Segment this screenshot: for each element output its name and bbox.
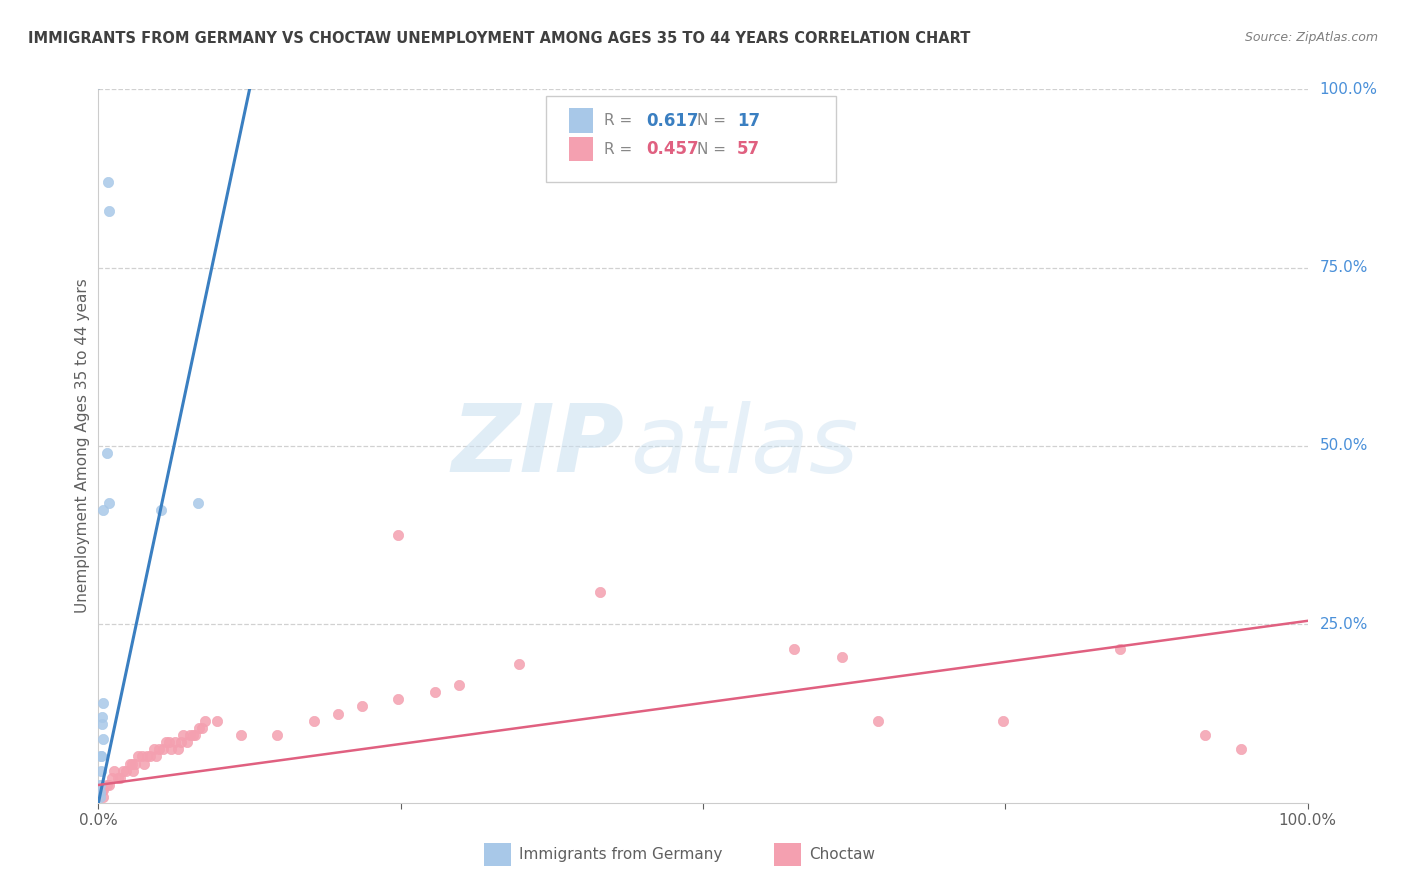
- Point: [181, 728, 204, 742]
- Point: [205, 714, 228, 728]
- Point: [194, 714, 217, 728]
- Point: [103, 764, 125, 778]
- Point: [508, 657, 530, 671]
- Text: Source: ZipAtlas.com: Source: ZipAtlas.com: [1244, 31, 1378, 45]
- Point: [1230, 742, 1253, 756]
- Point: [148, 742, 170, 756]
- Point: [229, 728, 252, 742]
- Point: [187, 721, 209, 735]
- Point: [184, 728, 207, 742]
- Point: [179, 728, 201, 742]
- Text: 25.0%: 25.0%: [1320, 617, 1368, 632]
- Point: [121, 756, 143, 771]
- Point: [134, 756, 156, 771]
- Point: [868, 714, 890, 728]
- Point: [89, 790, 111, 805]
- Point: [96, 778, 118, 792]
- Text: R =: R =: [603, 142, 637, 157]
- Text: R =: R =: [603, 113, 637, 128]
- Point: [90, 764, 112, 778]
- Point: [111, 764, 134, 778]
- Point: [97, 175, 120, 189]
- Point: [423, 685, 446, 699]
- Text: ZIP: ZIP: [451, 400, 624, 492]
- Text: 0.617: 0.617: [647, 112, 699, 129]
- Point: [387, 528, 409, 542]
- FancyBboxPatch shape: [546, 96, 837, 182]
- Point: [115, 764, 138, 778]
- Point: [91, 696, 114, 710]
- Text: 100.0%: 100.0%: [1320, 82, 1378, 96]
- Point: [135, 749, 157, 764]
- Text: N =: N =: [697, 142, 731, 157]
- Text: Choctaw: Choctaw: [810, 847, 876, 863]
- Point: [143, 742, 166, 756]
- Text: 50.0%: 50.0%: [1320, 439, 1368, 453]
- Point: [91, 503, 114, 517]
- Point: [266, 728, 288, 742]
- Point: [98, 778, 121, 792]
- Point: [98, 203, 121, 218]
- Y-axis label: Unemployment Among Ages 35 to 44 years: Unemployment Among Ages 35 to 44 years: [75, 278, 90, 614]
- Point: [89, 785, 111, 799]
- Text: 57: 57: [737, 140, 761, 158]
- Point: [160, 742, 183, 756]
- Point: [118, 756, 141, 771]
- Point: [127, 749, 149, 764]
- Point: [100, 771, 122, 785]
- Point: [91, 790, 114, 805]
- Point: [107, 771, 129, 785]
- Point: [302, 714, 325, 728]
- Point: [1194, 728, 1216, 742]
- Point: [831, 649, 853, 664]
- Point: [187, 496, 209, 510]
- Point: [89, 778, 111, 792]
- Text: 0.457: 0.457: [647, 140, 699, 158]
- Point: [589, 585, 612, 599]
- Text: IMMIGRANTS FROM GERMANY VS CHOCTAW UNEMPLOYMENT AMONG AGES 35 TO 44 YEARS CORREL: IMMIGRANTS FROM GERMANY VS CHOCTAW UNEMP…: [28, 31, 970, 46]
- Point: [139, 749, 162, 764]
- Point: [350, 699, 373, 714]
- Point: [172, 728, 194, 742]
- FancyBboxPatch shape: [484, 844, 510, 866]
- Text: 17: 17: [737, 112, 761, 129]
- Point: [155, 735, 177, 749]
- Point: [91, 783, 114, 797]
- Point: [91, 710, 114, 724]
- Point: [91, 731, 114, 746]
- FancyBboxPatch shape: [569, 109, 593, 133]
- Point: [91, 783, 114, 797]
- Point: [169, 735, 191, 749]
- Point: [108, 771, 131, 785]
- Point: [157, 735, 180, 749]
- Point: [98, 496, 121, 510]
- Text: 75.0%: 75.0%: [1320, 260, 1368, 275]
- Point: [90, 749, 112, 764]
- Point: [163, 735, 186, 749]
- Point: [150, 503, 173, 517]
- Point: [191, 721, 214, 735]
- Point: [122, 764, 145, 778]
- Point: [167, 742, 190, 756]
- Point: [96, 446, 118, 460]
- FancyBboxPatch shape: [775, 844, 801, 866]
- FancyBboxPatch shape: [569, 137, 593, 161]
- Point: [387, 692, 409, 706]
- Point: [152, 742, 174, 756]
- Point: [1109, 642, 1132, 657]
- Point: [145, 749, 167, 764]
- Point: [447, 678, 470, 692]
- Text: atlas: atlas: [630, 401, 859, 491]
- Point: [131, 749, 153, 764]
- Point: [176, 735, 198, 749]
- Point: [124, 756, 146, 771]
- Point: [90, 749, 112, 764]
- Point: [782, 642, 804, 657]
- Point: [991, 714, 1014, 728]
- Text: N =: N =: [697, 113, 731, 128]
- Point: [326, 706, 349, 721]
- Point: [91, 717, 114, 731]
- Text: Immigrants from Germany: Immigrants from Germany: [519, 847, 723, 863]
